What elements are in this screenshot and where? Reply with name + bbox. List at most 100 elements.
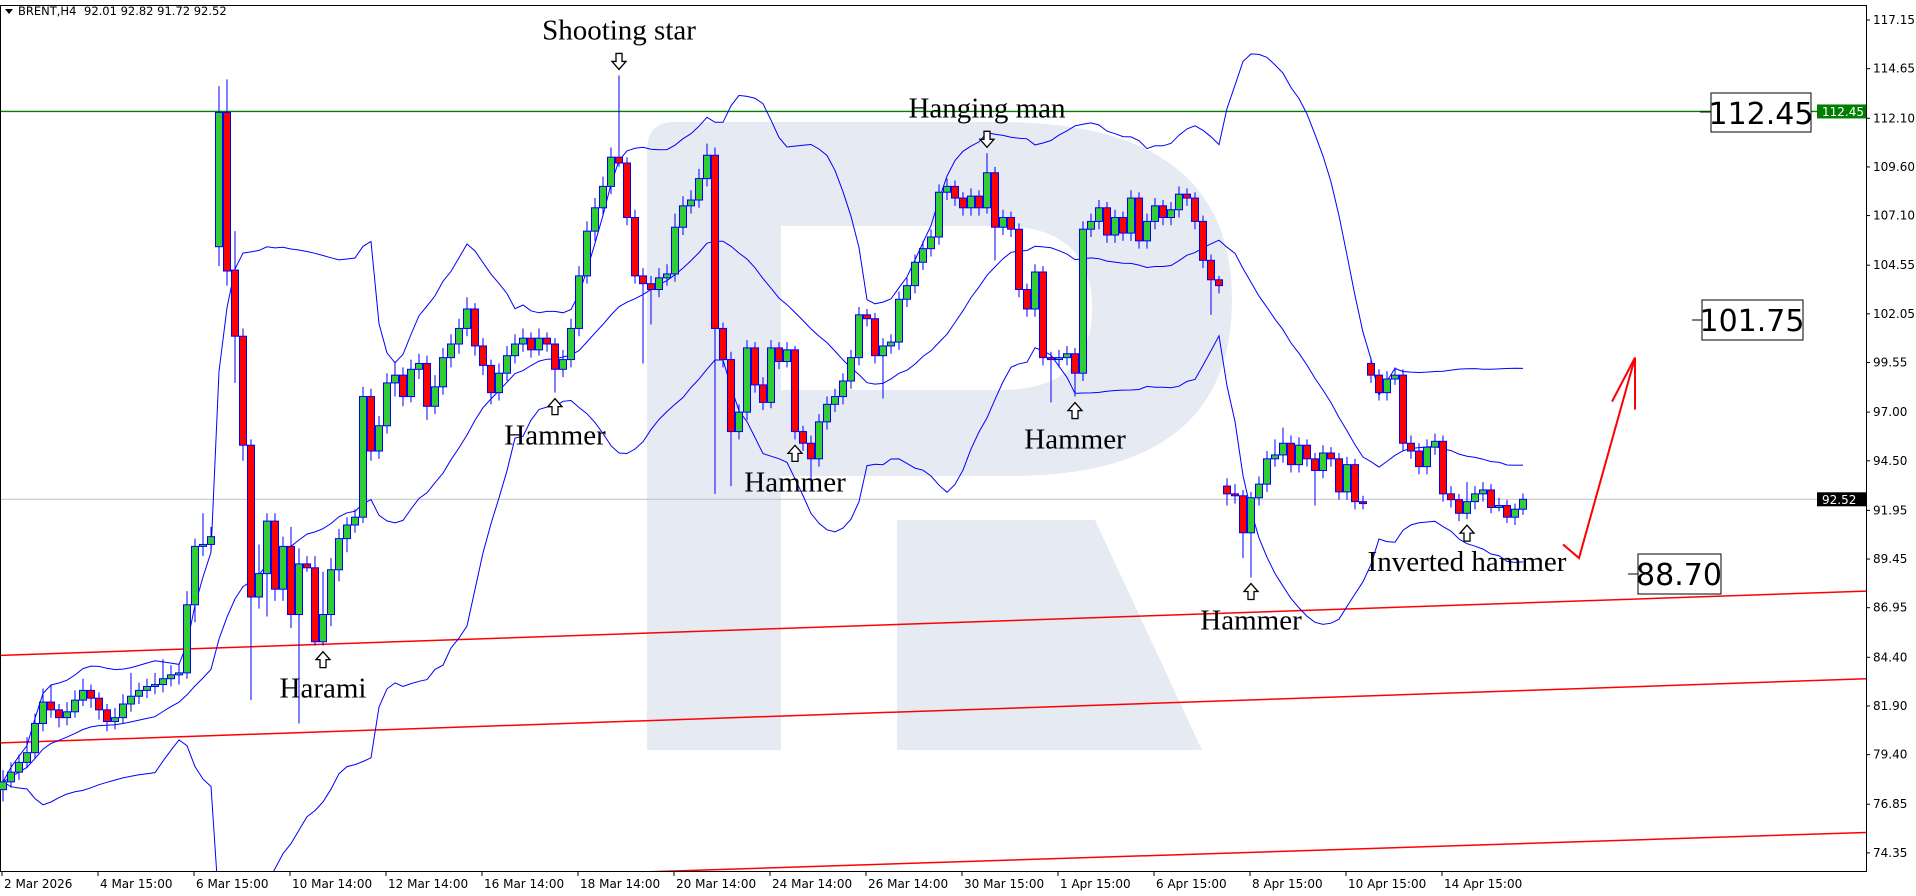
pattern-annotation: Hammer: [1024, 401, 1126, 456]
candle-body-bullish: [23, 752, 31, 763]
candle: [1079, 221, 1087, 381]
forecast-path: [1562, 357, 1636, 560]
candle: [1455, 493, 1463, 522]
candle: [895, 291, 903, 350]
candle-body-bullish: [599, 185, 607, 209]
dropdown-triangle-icon[interactable]: [5, 9, 13, 14]
arrow-up-icon: [314, 650, 332, 669]
candle-body-bearish: [271, 520, 279, 590]
candle: [783, 342, 791, 368]
candle-body-bullish: [111, 717, 119, 723]
candle-body-bearish: [631, 217, 639, 277]
candle: [15, 754, 23, 780]
candle-body-bullish: [383, 382, 391, 427]
candle: [919, 240, 927, 271]
candle: [1463, 482, 1471, 520]
candle: [1127, 190, 1135, 241]
candle: [767, 340, 775, 409]
candle-body-bearish: [1135, 197, 1143, 242]
candle: [1255, 476, 1263, 506]
forecast-arrow: [1562, 357, 1636, 560]
candle: [1391, 367, 1399, 385]
candle-body-bearish: [1375, 374, 1383, 394]
candle: [151, 672, 159, 695]
candle-body-bearish: [871, 318, 879, 357]
candle-body-bullish: [1279, 442, 1287, 456]
arrow-up-icon: [1242, 582, 1260, 601]
candle: [39, 688, 47, 732]
candle-body-bullish: [495, 372, 503, 394]
candle: [583, 221, 591, 284]
candle-body-bearish: [623, 162, 631, 219]
candle: [879, 338, 887, 399]
candle: [999, 209, 1007, 236]
candle-body-bullish: [511, 343, 519, 357]
candle: [183, 591, 191, 679]
candle: [0, 770, 7, 802]
candle: [391, 361, 399, 397]
time-tick-label: 18 Mar 14:00: [580, 877, 660, 891]
pattern-label: Hammer: [504, 420, 606, 452]
candle-body-bullish: [1151, 205, 1159, 222]
candle-body-bullish: [1079, 228, 1087, 374]
price-tick-label: 79.40: [1873, 748, 1907, 762]
candle: [167, 665, 175, 687]
watermark-logo: [647, 122, 1232, 750]
candle-body-bullish: [191, 545, 199, 606]
candle: [399, 367, 407, 407]
horizontal-levels: [1, 110, 1866, 500]
candle: [863, 308, 871, 327]
candle: [871, 312, 879, 364]
level-label-text: 101.75: [1700, 304, 1805, 339]
candle: [671, 213, 679, 282]
pattern-annotation: Shooting star: [542, 14, 696, 71]
candle: [1063, 345, 1071, 366]
candle: [719, 322, 727, 368]
candle: [1055, 349, 1063, 368]
candle: [1423, 439, 1431, 475]
price-tick-label: 86.95: [1873, 601, 1907, 615]
time-tick-label: 26 Mar 14:00: [868, 877, 948, 891]
candle-body-bearish: [303, 563, 311, 569]
price-tick-label: 102.05: [1873, 307, 1915, 321]
candle-body-bullish: [71, 699, 79, 713]
candle: [1199, 215, 1207, 269]
candle: [727, 351, 735, 487]
candle: [967, 188, 975, 216]
candle: [375, 416, 383, 459]
badge-background: [1817, 104, 1866, 119]
pattern-annotation: Inverted hammer: [1368, 524, 1567, 578]
candle: [887, 334, 895, 354]
channel-line: [1, 677, 1866, 744]
candle: [335, 528, 343, 582]
price-tick-label: 76.85: [1873, 797, 1907, 811]
candle: [103, 704, 111, 732]
candle-body-bearish: [1415, 450, 1423, 468]
candle: [119, 694, 127, 724]
candle-body-bullish: [783, 349, 791, 363]
candle-body-bearish: [1447, 493, 1455, 501]
candle-body-bearish: [711, 154, 719, 329]
resistance-price-badge: 112.45: [1817, 104, 1866, 119]
candle-body-bearish: [1327, 452, 1335, 460]
candle: [543, 332, 551, 352]
candle-body-bearish: [1007, 217, 1015, 230]
candle: [1335, 452, 1343, 500]
candle-body-bearish: [1103, 207, 1111, 236]
candle: [735, 404, 743, 440]
candle: [591, 198, 599, 241]
time-axis: 2 Mar 2026 4 Mar 15:00 6 Mar 15:00 10 Mar 1…: [0, 871, 1867, 891]
candle: [711, 147, 719, 494]
candle-body-bearish: [647, 283, 655, 291]
candle: [415, 353, 423, 380]
candle-body-bearish: [1215, 279, 1223, 287]
candle-body-bullish: [535, 337, 543, 351]
candle: [1487, 484, 1495, 514]
time-tick-label: 16 Mar 14:00: [484, 877, 564, 891]
candle-body-bullish: [591, 207, 599, 232]
candle: [127, 672, 135, 712]
candle-body-bullish: [207, 536, 215, 545]
candle-body-bearish: [223, 111, 231, 272]
pattern-label: Shooting star: [542, 14, 696, 46]
